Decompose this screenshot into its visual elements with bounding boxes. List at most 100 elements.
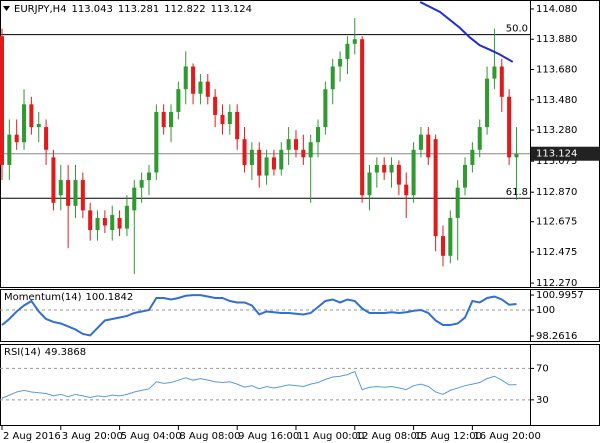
candle-body [271, 157, 276, 170]
y-tick-label: 112.270 [536, 278, 577, 289]
last-price-box [531, 146, 600, 161]
candle-body [58, 180, 63, 196]
candle-body [463, 164, 468, 188]
candle-body [382, 164, 387, 173]
candle-body [242, 139, 247, 165]
candle-body [95, 217, 100, 231]
plot-area [0, 294, 530, 337]
candle-body [213, 96, 218, 115]
candle-body [88, 210, 93, 231]
candle-body [117, 217, 122, 229]
y-tick-label: 113.280 [536, 125, 577, 136]
y-tick-label: 113.880 [536, 34, 577, 45]
symbol: EURJPY,H4 [14, 4, 67, 15]
candle-body [0, 36, 5, 165]
y-tick-label: 70 [536, 363, 549, 374]
candle-body [161, 111, 166, 128]
candle-body [80, 180, 85, 211]
plot-area [0, 1, 530, 274]
candle-body [286, 139, 291, 150]
candle-body [345, 43, 350, 59]
candle-body [264, 157, 269, 176]
x-tick-label: 5 Aug 04:00 [121, 431, 182, 442]
y-tick-label: 114.080 [536, 4, 577, 15]
candle-body [374, 164, 379, 173]
candle-body [198, 81, 203, 94]
indicator-header: Momentum(14) 100.1842 [4, 292, 133, 303]
candle-body [191, 66, 196, 94]
candle-body [29, 104, 34, 128]
candle-body [102, 217, 107, 226]
candle-body [323, 89, 328, 128]
header-price: 113.124 [211, 4, 252, 15]
header-arrow [3, 6, 10, 11]
candle-body [235, 111, 240, 140]
indicator-header: RSI(14) 49.3868 [4, 347, 86, 358]
y-tick-label: 100.9957 [536, 290, 584, 301]
plot-area [0, 367, 530, 401]
indicator-name: Momentum(14) [4, 292, 82, 303]
indicator-value: 49.3868 [45, 347, 86, 358]
candle-body [418, 134, 423, 150]
candle-body [330, 66, 335, 90]
candle-body [139, 180, 144, 188]
candle-body [51, 157, 56, 203]
candle-body [146, 172, 152, 181]
candle-body [411, 149, 416, 196]
candle-body [492, 66, 497, 79]
candle-body [73, 180, 78, 206]
candle-body [227, 111, 232, 125]
candle-body [154, 111, 159, 173]
moving-average [419, 1, 514, 63]
candle-body [448, 217, 453, 256]
candle-body [470, 149, 475, 165]
candle-body [110, 214, 115, 231]
candle-body [389, 164, 394, 173]
indicator-name: RSI(14) [4, 347, 41, 358]
y-tick-label: 112.475 [536, 247, 577, 258]
candle-body [176, 89, 181, 112]
y-tick-label: 30 [536, 395, 549, 406]
header-price: 112.822 [164, 4, 205, 15]
y-tick-label: 112.870 [536, 187, 577, 198]
last-price-label: 113.124 [536, 149, 577, 160]
candle-body [169, 111, 174, 128]
header-bg [1, 1, 191, 16]
candle-body [514, 153, 519, 158]
candle-body [249, 149, 254, 165]
y-tick-label: 100 [536, 305, 555, 316]
candle-body [7, 134, 12, 165]
candle-body [499, 66, 504, 97]
candle-body [279, 149, 284, 170]
candle-body [44, 127, 49, 150]
y-tick-label: 113.680 [536, 65, 577, 76]
y-tick-label: 113.075 [536, 156, 577, 167]
candle-body [316, 127, 321, 143]
candle-body [352, 39, 357, 44]
candle-body [183, 66, 188, 90]
candle-body [132, 187, 137, 211]
candle-body [338, 58, 343, 67]
candle-body [293, 139, 299, 150]
candle-body [477, 127, 482, 150]
fib-level-label: 50.0 [506, 24, 528, 35]
candle-body [404, 184, 409, 196]
y-tick-label: 113.480 [536, 95, 577, 106]
header-price: 113.043 [72, 4, 113, 15]
x-tick-label: 9 Aug 16:00 [238, 431, 299, 442]
x-tick-label: 11 Aug 00:00 [297, 431, 364, 442]
candle-body [485, 78, 490, 128]
candle-body [426, 134, 431, 158]
candle-body [36, 124, 41, 128]
y-tick-label: 112.675 [536, 217, 577, 228]
fib-level-label: 61.8 [506, 187, 528, 198]
x-tick-label: 3 Aug 20:00 [62, 431, 123, 442]
candle-body [507, 96, 512, 158]
candle-body [360, 39, 365, 196]
indicator-value: 100.1842 [86, 292, 134, 303]
candle-body [124, 205, 129, 229]
candle-body [66, 180, 71, 206]
x-tick-label: 2 Aug 2016 [3, 431, 61, 442]
candle-body [22, 104, 27, 143]
